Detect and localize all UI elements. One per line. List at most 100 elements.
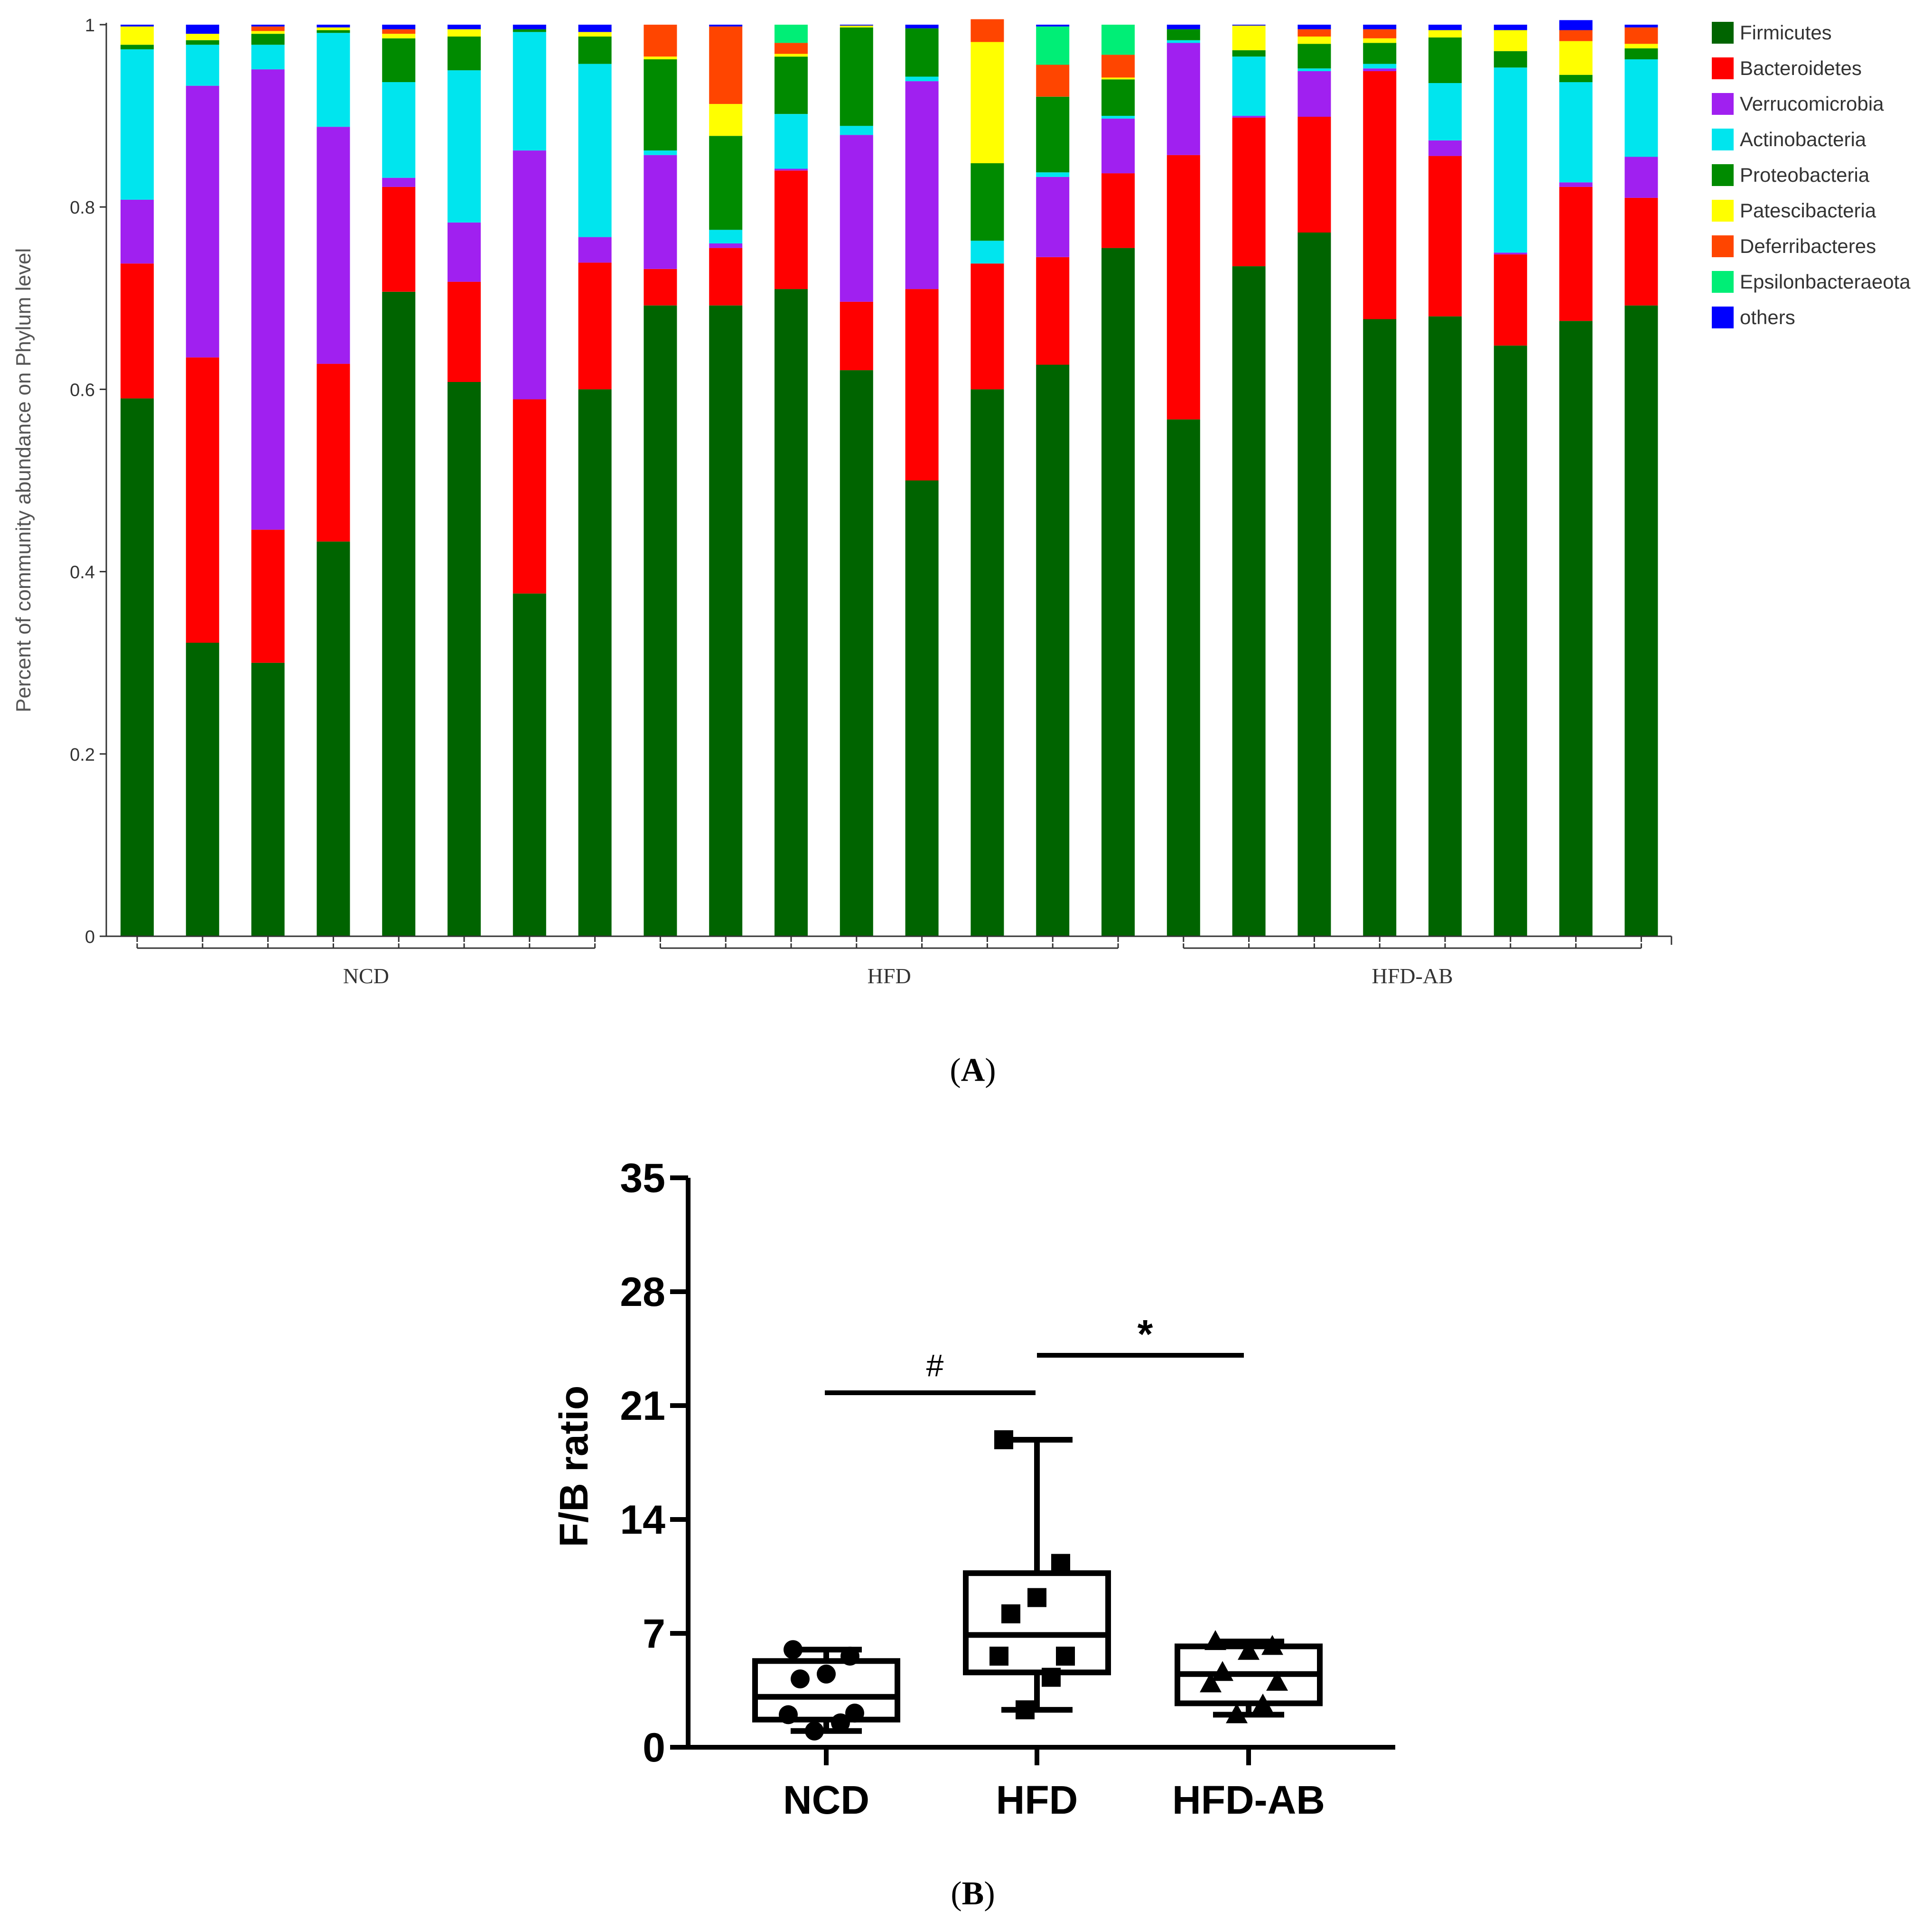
- bar-segment-bacteroidetes: [1167, 155, 1200, 419]
- bar-segment-epsilonbacteraeota: [1101, 25, 1135, 55]
- x-tick-label: HFD: [996, 1778, 1078, 1822]
- bar-segment-firmicutes: [251, 662, 285, 936]
- bar-segment-verrucomicrobia: [1428, 140, 1462, 156]
- bar-segment-others: [1232, 25, 1266, 26]
- bar-segment-patescibacteria: [1624, 44, 1658, 48]
- bar-segment-others: [1036, 25, 1070, 27]
- bar-segment-actinobacteria: [317, 33, 350, 127]
- data-points: [779, 1430, 1288, 1741]
- point-circle: [805, 1721, 824, 1741]
- bar-segment-deferribacteres: [1036, 65, 1070, 97]
- point-circle: [779, 1705, 798, 1724]
- legend-label: Patescibacteria: [1740, 199, 1876, 222]
- y-tick-label: 1: [85, 16, 95, 36]
- bar-segment-proteobacteria: [1101, 79, 1135, 116]
- bar-segment-bacteroidetes: [1624, 198, 1658, 306]
- bar-segment-firmicutes: [1232, 266, 1266, 936]
- point-square: [1016, 1700, 1035, 1720]
- bar-segment-verrucomicrobia: [251, 69, 285, 530]
- bar-segment-others: [905, 25, 939, 28]
- bar-segment-deferribacteres: [775, 43, 808, 54]
- point-circle: [817, 1664, 836, 1684]
- bar-segment-patescibacteria: [382, 34, 416, 38]
- bar-segment-patescibacteria: [1493, 30, 1527, 51]
- bar-segment-verrucomicrobia: [1559, 182, 1593, 187]
- legend-label: Actinobacteria: [1740, 128, 1867, 150]
- bar-segment-verrucomicrobia: [1232, 116, 1266, 118]
- panel-a-caption: (A): [950, 1052, 996, 1089]
- bar-segment-proteobacteria: [1232, 50, 1266, 57]
- bar-segment-patescibacteria: [578, 32, 612, 37]
- bar-segment-patescibacteria: [1232, 25, 1266, 50]
- legend-swatch: [1712, 164, 1734, 186]
- bar-segment-firmicutes: [382, 291, 416, 936]
- point-triangle: [1204, 1630, 1226, 1650]
- legend-label: Verrucomicrobia: [1740, 93, 1884, 115]
- bar-segment-others: [1297, 25, 1331, 29]
- bar-segment-actinobacteria: [1297, 68, 1331, 71]
- bar-segment-actinobacteria: [1101, 116, 1135, 119]
- bar-segment-verrucomicrobia: [317, 127, 350, 364]
- bar-segment-patescibacteria: [1363, 38, 1397, 43]
- bar-segment-patescibacteria: [186, 34, 219, 40]
- bar-segment-proteobacteria: [186, 40, 219, 45]
- bar-segment-proteobacteria: [1363, 43, 1397, 64]
- bar-segment-bacteroidetes: [121, 263, 154, 399]
- point-square: [1027, 1588, 1046, 1607]
- bar-segment-bacteroidetes: [513, 399, 546, 594]
- bar-segment-firmicutes: [578, 389, 612, 936]
- bar-segment-others: [317, 25, 350, 28]
- bar-segment-others: [382, 25, 416, 29]
- bar-segment-deferribacteres: [382, 29, 416, 34]
- legend-label: Deferribacteres: [1740, 235, 1876, 257]
- bar-segment-bacteroidetes: [840, 302, 873, 371]
- bar-segment-deferribacteres: [709, 26, 743, 104]
- bar-segment-bacteroidetes: [1493, 254, 1527, 346]
- bar-segment-firmicutes: [1428, 316, 1462, 937]
- bar-segment-firmicutes: [905, 480, 939, 936]
- bar-segment-others: [1624, 25, 1658, 28]
- box-hfd-iqr: [963, 1570, 1111, 1676]
- point-square: [994, 1430, 1013, 1449]
- bar-segment-actinobacteria: [186, 45, 219, 86]
- bar-segment-bacteroidetes: [382, 186, 416, 292]
- bar-segment-firmicutes: [1101, 248, 1135, 936]
- bar-segment-verrucomicrobia: [1036, 177, 1070, 257]
- bar-segment-firmicutes: [317, 541, 350, 936]
- bar-segment-patescibacteria: [775, 54, 808, 57]
- bar-segment-bacteroidetes: [1363, 71, 1397, 319]
- legend-label: Firmicutes: [1740, 21, 1832, 44]
- point-triangle: [1226, 1703, 1248, 1724]
- y-tick-label: 0: [85, 927, 95, 947]
- bar-segment-actinobacteria: [1493, 67, 1527, 253]
- y-tick-label: 0.2: [70, 745, 95, 765]
- bar-segment-epsilonbacteraeota: [1036, 26, 1070, 65]
- panel-a-stacked-bar-chart: 0 0.2 0.4 0.6 0.8 1 NCD HFD HFD-AB Firmicutes Ba…: [12, 16, 1911, 1089]
- bar-segment-others: [121, 25, 154, 27]
- bar-segment-others: [1559, 20, 1593, 30]
- bar-segment-deferribacteres: [971, 19, 1004, 42]
- axes: 0 0.2 0.4 0.6 0.8 1: [70, 16, 1672, 947]
- bar-segment-bacteroidetes: [1297, 117, 1331, 233]
- bar-segment-patescibacteria: [971, 42, 1004, 163]
- point-circle: [784, 1640, 803, 1659]
- bar-segment-bacteroidetes: [709, 248, 743, 306]
- bar-segment-others: [840, 25, 873, 26]
- bar-segment-actinobacteria: [251, 45, 285, 70]
- bar-segment-firmicutes: [1297, 233, 1331, 936]
- bar-segment-verrucomicrobia: [382, 177, 416, 187]
- legend-label: others: [1740, 306, 1795, 328]
- bar-segment-patescibacteria: [644, 56, 677, 59]
- bar-segment-firmicutes: [1167, 419, 1200, 936]
- bar-segment-deferribacteres: [1559, 30, 1593, 41]
- bar-segment-bacteroidetes: [905, 289, 939, 481]
- bar-segment-others: [251, 25, 285, 27]
- y-tick-label: 0: [643, 1725, 665, 1771]
- bar-segment-firmicutes: [448, 382, 481, 936]
- bar-segment-verrucomicrobia: [121, 199, 154, 264]
- bar-segment-bacteroidetes: [644, 269, 677, 306]
- bar-segment-verrucomicrobia: [644, 155, 677, 269]
- group-label: HFD-AB: [1372, 964, 1453, 988]
- panel-b-box-plot: 0 7 14 21 28 35 NCD HFD HFD-AB # * F/B ratio (B): [551, 1156, 1395, 1912]
- bar-segment-bacteroidetes: [251, 530, 285, 663]
